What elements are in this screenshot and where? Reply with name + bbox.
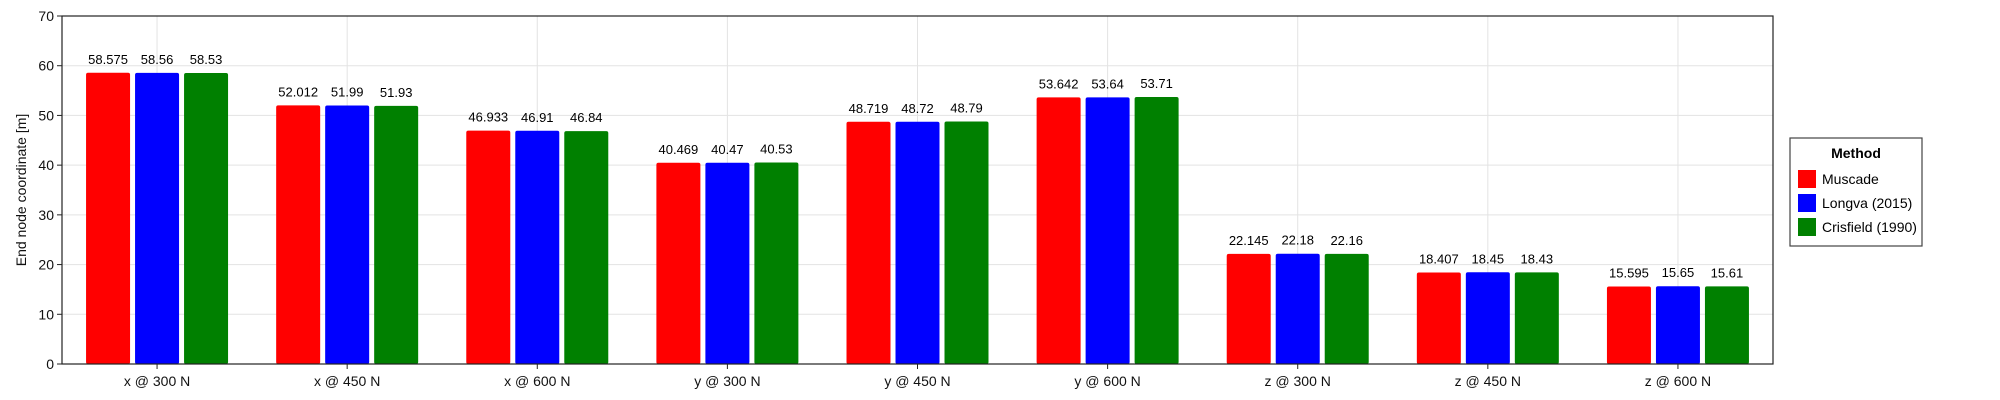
bar (895, 121, 940, 365)
legend-swatch (1798, 170, 1816, 188)
bar (846, 121, 891, 365)
legend: Method Muscade Longva (2015) Crisfield (19… (1789, 137, 1923, 247)
bar-value-label: 58.53 (190, 52, 223, 67)
bar (1606, 286, 1651, 364)
x-tick-label: x @ 600 N (504, 373, 570, 389)
bar (276, 105, 321, 364)
bar (1655, 286, 1700, 364)
bar-value-label: 51.99 (331, 85, 364, 100)
x-tick-label: z @ 300 N (1265, 373, 1331, 389)
y-axis-title: End node coordinate [m] (13, 114, 29, 267)
y-tick-label: 60 (38, 58, 54, 74)
bar-value-label: 40.53 (760, 142, 793, 157)
bar (1416, 272, 1461, 364)
bar-value-label: 48.79 (950, 100, 983, 115)
bar (1036, 97, 1081, 364)
bar-value-label: 22.18 (1281, 233, 1314, 248)
bar-value-label: 46.84 (570, 110, 603, 125)
legend-swatch (1798, 218, 1816, 236)
bar-value-label: 15.65 (1662, 265, 1695, 280)
bar-value-label: 48.719 (849, 101, 889, 116)
y-tick-label: 40 (38, 157, 54, 173)
x-tick-label: x @ 300 N (124, 373, 190, 389)
y-tick-label: 20 (38, 257, 54, 273)
x-axis-ticks: x @ 300 N x @ 450 N x @ 600 N y @ 300 N y @ … (124, 364, 1711, 389)
bar (1704, 286, 1749, 364)
bar (944, 121, 989, 364)
bar-value-label: 53.642 (1039, 76, 1079, 91)
bar (86, 72, 131, 364)
x-tick-label: x @ 450 N (314, 373, 380, 389)
legend-label: Longva (2015) (1822, 195, 1912, 211)
y-tick-label: 10 (38, 306, 54, 322)
bar (1514, 272, 1559, 364)
data-labels: 58.575 58.56 58.53 52.012 51.99 51.93 46.933 46… (88, 52, 1743, 281)
bar-value-label: 15.595 (1609, 265, 1649, 280)
bar-value-label: 18.407 (1419, 251, 1459, 266)
bar (135, 72, 180, 365)
y-tick-label: 0 (46, 356, 54, 372)
bar-value-label: 48.72 (901, 101, 934, 116)
x-tick-label: z @ 600 N (1645, 373, 1711, 389)
legend-title: Method (1831, 145, 1881, 161)
bar (374, 105, 419, 365)
y-tick-label: 70 (38, 8, 54, 24)
legend-swatch (1798, 194, 1816, 212)
bar-value-label: 40.47 (711, 142, 744, 157)
x-tick-label: y @ 300 N (694, 373, 760, 389)
bar-value-label: 52.012 (278, 84, 318, 99)
bars (86, 72, 1749, 365)
y-tick-label: 50 (38, 107, 54, 123)
bar (466, 130, 511, 364)
bar-value-label: 40.469 (659, 142, 699, 157)
bar (705, 162, 750, 364)
bar (515, 130, 560, 364)
legend-box (1789, 137, 1923, 247)
x-tick-label: y @ 600 N (1074, 373, 1140, 389)
legend-label: Crisfield (1990) (1822, 219, 1917, 235)
bar-value-label: 53.64 (1091, 76, 1124, 91)
bar (564, 131, 609, 364)
bar-value-label: 18.43 (1521, 251, 1554, 266)
bar (184, 73, 229, 365)
bar (1226, 253, 1271, 364)
bar (1324, 253, 1369, 364)
bar (1275, 253, 1320, 364)
bar-value-label: 15.61 (1711, 265, 1744, 280)
bar-value-label: 46.933 (468, 110, 508, 125)
bar-value-label: 58.575 (88, 52, 128, 67)
legend-label: Muscade (1822, 171, 1879, 187)
y-tick-label: 30 (38, 207, 54, 223)
bar-value-label: 46.91 (521, 110, 554, 125)
legend-items: Muscade Longva (2015) Crisfield (1990) (1798, 170, 1917, 236)
bar-value-label: 22.145 (1229, 233, 1269, 248)
bar (1134, 96, 1179, 365)
y-axis-ticks: 0 10 20 30 40 50 60 70 (38, 8, 62, 372)
bar-value-label: 53.71 (1140, 76, 1173, 91)
x-tick-label: y @ 450 N (884, 373, 950, 389)
x-tick-label: z @ 450 N (1455, 373, 1521, 389)
bar (325, 105, 370, 364)
bar-value-label: 18.45 (1472, 251, 1505, 266)
bar (1465, 272, 1510, 364)
bar-value-label: 51.93 (380, 85, 413, 100)
bar (1085, 97, 1130, 364)
bar-value-label: 58.56 (141, 52, 174, 67)
bar (754, 162, 799, 364)
bar-value-label: 22.16 (1330, 233, 1363, 248)
bar (656, 162, 701, 364)
